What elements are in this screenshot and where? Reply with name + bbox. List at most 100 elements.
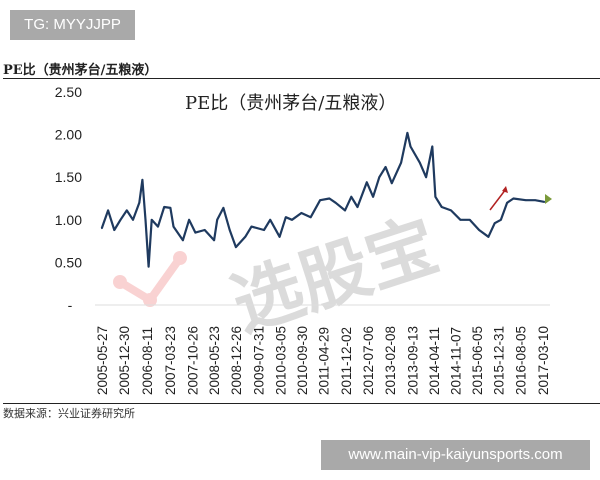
data-point — [119, 219, 122, 221]
data-point — [493, 222, 496, 225]
x-tick-label: 2014-04-11 — [427, 327, 442, 395]
data-point — [534, 199, 537, 202]
data-point — [419, 161, 421, 164]
data-point — [512, 197, 515, 200]
data-point — [431, 145, 434, 148]
data-point — [250, 225, 253, 228]
data-point — [400, 161, 402, 164]
data-point — [300, 212, 303, 214]
data-point — [144, 219, 147, 221]
x-tick-label: 2013-09-13 — [405, 326, 420, 395]
data-point — [194, 231, 197, 234]
data-point — [384, 166, 387, 168]
data-point — [500, 219, 502, 221]
data-point — [213, 239, 215, 242]
data-point — [101, 227, 103, 230]
data-point — [107, 209, 109, 212]
x-tick-label: 2005-05-27 — [95, 326, 110, 395]
data-point — [182, 239, 184, 242]
data-point — [434, 195, 437, 198]
data-point — [113, 229, 116, 231]
data-point — [478, 229, 480, 231]
data-point — [163, 206, 165, 208]
y-tick-label: 2.00 — [55, 127, 82, 143]
data-point — [409, 145, 412, 148]
x-tick-label: 2016-08-05 — [514, 326, 529, 395]
y-tick-label: 0.50 — [55, 254, 82, 270]
svg-text:选股宝: 选股宝 — [222, 204, 447, 347]
data-point — [138, 201, 141, 204]
data-point — [291, 219, 293, 221]
x-tick-label: 2014-11-07 — [448, 327, 463, 395]
data-point — [440, 206, 443, 208]
data-point — [172, 225, 175, 228]
data-point — [132, 219, 134, 221]
figure-header: PE比（贵州茅台/五粮液） — [3, 63, 158, 78]
data-point — [269, 219, 271, 221]
x-tick-label: 2009-07-31 — [251, 326, 266, 395]
data-point — [406, 132, 409, 134]
data-point — [372, 195, 374, 198]
data-point — [228, 229, 231, 231]
x-tick-label: 2007-03-23 — [163, 326, 178, 395]
data-point — [235, 246, 237, 248]
data-point — [319, 199, 321, 202]
data-point — [328, 197, 331, 200]
data-point — [222, 207, 225, 209]
y-tick-label: 2.50 — [55, 84, 82, 100]
x-tick-label: 2017-03-10 — [536, 326, 551, 395]
series-line — [100, 131, 545, 268]
red-arrowhead-icon — [502, 186, 508, 193]
data-point — [350, 195, 353, 198]
overlay-tag: TG: MYYJJPP — [10, 10, 135, 40]
data-point — [147, 265, 150, 268]
data-point — [141, 178, 144, 181]
x-tick-label: 2007-10-26 — [185, 326, 200, 395]
data-point — [216, 219, 218, 221]
x-tick-label: 2011-04-29 — [317, 327, 332, 395]
data-point — [459, 219, 462, 221]
data-point — [284, 216, 287, 219]
chart-title: PE比（贵州茅台/五粮液） — [185, 93, 396, 114]
data-point — [425, 176, 427, 178]
data-point — [150, 219, 153, 221]
x-tick-label: 2011-12-02 — [339, 327, 354, 395]
y-tick-label: - — [68, 297, 73, 313]
x-tick-label: 2010-03-05 — [274, 326, 289, 395]
data-point — [203, 229, 206, 231]
x-tick-label: 2012-07-06 — [361, 326, 376, 395]
x-tick-label: 2008-05-23 — [207, 326, 222, 395]
data-point — [244, 236, 247, 238]
x-tick-label: 2006-08-11 — [140, 327, 155, 395]
data-point — [125, 209, 128, 212]
data-point — [309, 216, 312, 219]
x-tick-label: 2010-09-30 — [295, 326, 310, 395]
y-tick-label: 1.00 — [55, 212, 82, 228]
source-note: 数据来源：兴业证券研究所 — [3, 407, 135, 420]
watermark-logo: 选股宝 — [113, 204, 447, 347]
data-point — [263, 229, 265, 231]
x-tick-label: 2015-12-31 — [491, 326, 506, 395]
data-point — [169, 207, 172, 209]
footer-rule — [3, 403, 600, 404]
data-point — [278, 236, 281, 238]
x-tick-label: 2005-12-30 — [117, 326, 132, 395]
data-point — [468, 219, 471, 221]
red-arrow-annotation — [489, 188, 507, 211]
data-point — [543, 201, 546, 203]
watermark-url: www.main-vip-kaiyunsports.com — [321, 440, 590, 470]
data-point — [487, 236, 490, 238]
x-tick-label: 2013-02-08 — [383, 326, 398, 395]
data-point — [366, 181, 368, 184]
data-point — [378, 176, 381, 178]
data-point — [188, 219, 190, 221]
data-point — [344, 209, 346, 212]
y-tick-label: 1.50 — [55, 169, 82, 185]
x-tick-label: 2015-06-05 — [470, 326, 485, 395]
data-point — [356, 206, 359, 208]
data-point — [506, 201, 508, 204]
data-point — [157, 225, 159, 228]
green-marker-icon — [545, 194, 552, 204]
x-tick-label: 2008-12-26 — [229, 326, 244, 395]
